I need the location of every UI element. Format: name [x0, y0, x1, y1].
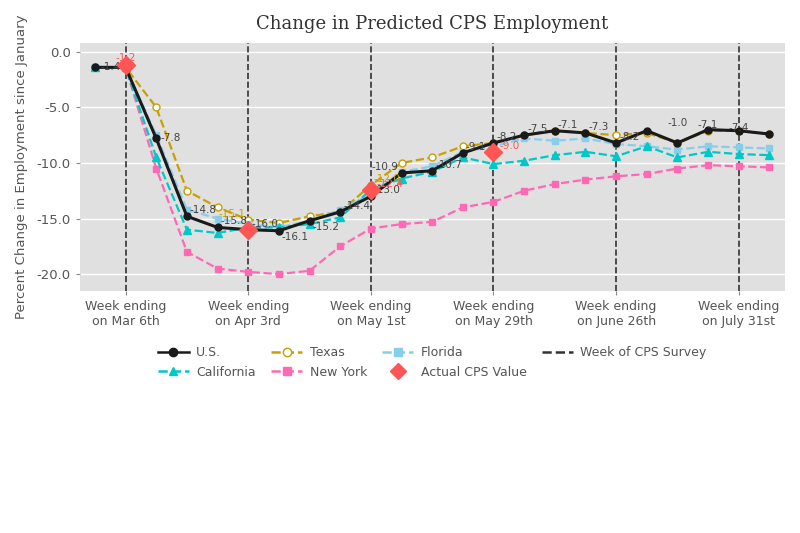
- Text: -15.1: -15.1: [218, 208, 245, 219]
- Text: -8.2: -8.2: [497, 132, 517, 142]
- Text: -7.8: -7.8: [161, 133, 182, 143]
- Text: -7.1: -7.1: [558, 119, 578, 130]
- Text: -7.1: -7.1: [698, 119, 718, 130]
- Text: -13.0: -13.0: [374, 185, 401, 195]
- Text: -7.5: -7.5: [527, 124, 547, 134]
- Text: -16.0: -16.0: [251, 219, 278, 229]
- Text: -8.2: -8.2: [619, 132, 639, 142]
- Text: -14.4: -14.4: [343, 201, 370, 211]
- Text: -1.2: -1.2: [115, 53, 136, 63]
- Text: -12.0: -12.0: [374, 174, 401, 184]
- Text: -12.4: -12.4: [377, 179, 404, 189]
- Text: -9.0: -9.0: [500, 141, 520, 151]
- Text: -1.0: -1.0: [667, 118, 687, 128]
- Text: -10.9: -10.9: [371, 162, 398, 172]
- Text: -15.2: -15.2: [313, 222, 340, 232]
- Text: -9.1: -9.1: [466, 142, 486, 152]
- Legend: U.S., California, Texas, New York, Florida, Actual CPS Value, Week of CPS Survey: U.S., California, Texas, New York, Flori…: [153, 342, 712, 384]
- Text: -7.4: -7.4: [729, 123, 749, 133]
- Text: -15.8: -15.8: [221, 216, 248, 227]
- Text: -1.4: -1.4: [101, 62, 121, 72]
- Text: -10.7: -10.7: [435, 159, 462, 169]
- Text: -14.8: -14.8: [190, 205, 217, 215]
- Title: Change in Predicted CPS Employment: Change in Predicted CPS Employment: [256, 15, 608, 33]
- Text: -16.1: -16.1: [282, 232, 309, 242]
- Text: -7.3: -7.3: [589, 122, 609, 132]
- Y-axis label: Percent Change in Employment since January: Percent Change in Employment since Janua…: [15, 14, 28, 319]
